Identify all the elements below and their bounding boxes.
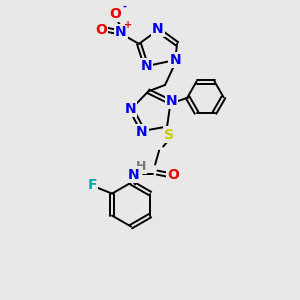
Text: N: N [124, 102, 136, 116]
Text: -: - [123, 2, 127, 12]
Text: N: N [115, 25, 127, 39]
Text: F: F [87, 178, 97, 192]
Text: O: O [109, 7, 121, 21]
Text: O: O [95, 23, 107, 37]
Text: N: N [169, 53, 181, 67]
Text: S: S [164, 128, 174, 142]
Text: N: N [136, 125, 148, 139]
Text: N: N [166, 94, 177, 108]
Text: N: N [152, 22, 164, 36]
Text: O: O [167, 168, 179, 182]
Text: N: N [140, 59, 152, 73]
Text: +: + [124, 20, 132, 30]
Text: N: N [127, 168, 139, 182]
Text: H: H [136, 160, 146, 173]
